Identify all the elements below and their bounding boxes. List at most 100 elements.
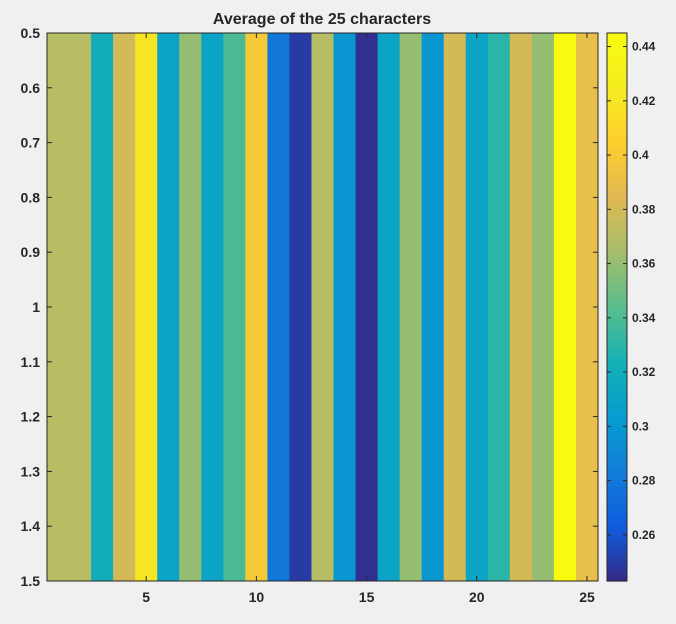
colorbar-segment: [607, 191, 627, 197]
y-tick-label: 1.3: [21, 463, 41, 479]
colorbar-segment: [607, 208, 627, 214]
colorbar-segment: [607, 542, 627, 548]
x-tick-label: 25: [579, 589, 595, 605]
colorbar-border: [606, 32, 628, 582]
colorbar-tick-label: 0.36: [632, 257, 656, 271]
heatmap-cell-16: [377, 33, 401, 581]
heatmap-cell-4: [113, 33, 136, 581]
colorbar-segment: [607, 332, 627, 338]
colorbar-segment: [607, 88, 627, 94]
colorbar-segment: [607, 555, 627, 561]
colorbar-segment: [607, 242, 627, 248]
colorbar-segment: [607, 105, 627, 111]
heatmap-cell-2: [69, 33, 92, 581]
colorbar-segment: [607, 187, 627, 193]
colorbar-segment: [607, 503, 627, 509]
colorbar-segment: [607, 264, 627, 270]
heatmap-cell-8: [201, 33, 224, 581]
colorbar-segment: [607, 80, 627, 85]
colorbar-segment: [607, 371, 627, 377]
colorbar-segment: [607, 551, 627, 556]
colorbar-segment: [607, 268, 627, 274]
colorbar-segment: [607, 375, 627, 381]
y-tick-label: 0.6: [21, 80, 41, 96]
colorbar-segment: [607, 178, 627, 184]
colorbar-segment: [607, 418, 627, 424]
colorbar-segment: [607, 67, 627, 73]
colorbar-segment: [607, 182, 627, 188]
colorbar-segment: [607, 362, 627, 368]
colorbar-segment: [607, 405, 627, 411]
heatmap-cell-15: [355, 33, 379, 581]
colorbar-segment: [607, 165, 627, 171]
colorbar-segment: [607, 435, 627, 441]
colorbar-segment: [607, 71, 627, 77]
colorbar-segment: [607, 62, 627, 68]
colorbar-segment: [607, 354, 627, 359]
heatmap-cell-18: [421, 33, 445, 581]
colorbar-segment: [607, 572, 627, 578]
heatmap-cell-20: [465, 33, 489, 581]
colorbar-segment: [607, 486, 627, 492]
colorbar-segment: [607, 212, 627, 218]
heatmap-cell-11: [267, 33, 290, 581]
colorbar-segment: [607, 461, 627, 467]
colorbar-tick-label: 0.32: [632, 365, 656, 379]
x-tick-label: 15: [359, 589, 375, 605]
colorbar-tick-label: 0.4: [632, 148, 649, 162]
x-tick-label: 10: [249, 589, 265, 605]
colorbar-segment: [607, 546, 627, 552]
colorbar-segment: [607, 345, 627, 351]
colorbar-segment: [607, 152, 627, 158]
colorbar-segment: [607, 388, 627, 394]
colorbar-segment: [607, 431, 627, 437]
colorbar-segment: [607, 439, 627, 445]
colorbar-segment: [607, 426, 627, 432]
y-tick-label: 0.5: [21, 25, 41, 41]
colorbar-tick-label: 0.38: [632, 202, 656, 216]
colorbar-segment: [607, 311, 627, 317]
colorbar-segment: [607, 533, 627, 539]
colorbar-segment: [607, 379, 627, 385]
colorbar-segment: [607, 238, 627, 244]
colorbar-segment: [607, 174, 627, 180]
colorbar-segment: [607, 97, 627, 103]
heatmap-cell-17: [399, 33, 423, 581]
heatmap-cell-24: [553, 33, 577, 581]
chart-title: Average of the 25 characters: [213, 11, 431, 28]
colorbar-segment: [607, 409, 627, 415]
colorbar-segment: [607, 499, 627, 505]
colorbar-segment: [607, 491, 627, 496]
colorbar-segment: [607, 33, 627, 38]
colorbar-segment: [607, 396, 627, 402]
colorbar-segment: [607, 127, 627, 133]
y-tick-label: 1.4: [21, 518, 41, 534]
colorbar-tick-label: 0.26: [632, 528, 656, 542]
colorbar-segment: [607, 422, 627, 428]
colorbar-segment: [607, 414, 627, 419]
y-tick-label: 1.2: [21, 409, 41, 425]
y-tick-label: 0.7: [21, 135, 41, 151]
colorbar: 0.26 0.28 0.3 0.32 0.34 0.36 0.38 0.4 0.42 0.44: [606, 32, 656, 582]
y-tick-label: 1: [32, 299, 40, 315]
heatmap-cell-23: [531, 33, 555, 581]
colorbar-segment: [607, 247, 627, 252]
colorbar-segment: [607, 289, 627, 295]
y-tick-label: 1.1: [21, 354, 41, 370]
colorbar-segment: [607, 392, 627, 398]
colorbar-segment: [607, 229, 627, 235]
colorbar-segment: [607, 161, 627, 167]
colorbar-segment: [607, 144, 627, 150]
colorbar-segment: [607, 204, 627, 210]
heatmap-cell-22: [509, 33, 533, 581]
colorbar-segment: [607, 508, 627, 514]
heatmap-cell-13: [311, 33, 335, 581]
colorbar-segment: [607, 272, 627, 278]
colorbar-segment: [607, 516, 627, 522]
y-tick-label: 1.5: [21, 573, 41, 589]
heatmap-cell-14: [333, 33, 357, 581]
colorbar-segment: [607, 401, 627, 407]
colorbar-segment: [607, 41, 627, 47]
colorbar-segment: [607, 285, 627, 291]
